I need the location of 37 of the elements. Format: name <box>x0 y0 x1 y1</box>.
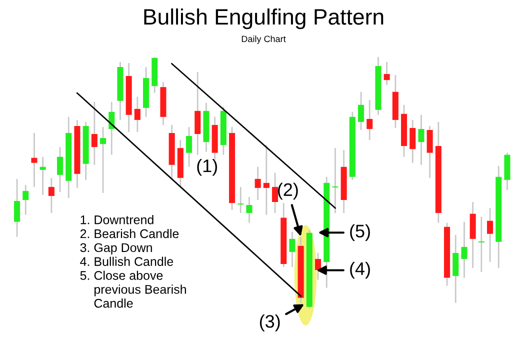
chart-title: Bullish Engulfing Pattern <box>144 8 384 30</box>
candlestick <box>57 146 64 193</box>
candlestick <box>194 71 201 156</box>
candlestick <box>410 119 416 164</box>
candlestick <box>461 221 468 278</box>
candlestick <box>246 196 252 224</box>
candlestick <box>487 207 494 263</box>
annotation: 1. Downtrend 2. Bearish Candle 3. Gap Down 4. Bullish Candle 5. Close above previous Bearish Candle <box>80 215 186 308</box>
candlestick <box>452 234 459 304</box>
candlestick <box>384 61 390 86</box>
candlestick <box>332 147 338 214</box>
candlestick <box>186 126 192 168</box>
candlestick <box>100 126 106 194</box>
annotation: (4) <box>350 262 370 279</box>
chart-subtitle: Daily Chart <box>242 35 286 44</box>
annotation: (5) <box>350 224 370 242</box>
candlestick <box>134 96 140 133</box>
candlestick <box>14 178 20 238</box>
candlestick <box>289 231 296 268</box>
candlestick <box>238 186 244 214</box>
annotation: (1) <box>197 158 217 176</box>
candlestick <box>91 101 98 166</box>
candlestick <box>40 156 46 196</box>
candlestick <box>478 216 484 273</box>
annotation: (2) <box>278 182 298 200</box>
candlestick <box>426 125 433 179</box>
candlestick <box>358 91 364 131</box>
candlestick <box>366 99 373 141</box>
candlestick <box>254 166 261 201</box>
candlestick <box>315 252 322 280</box>
candlestick <box>263 144 270 216</box>
candlestick <box>418 114 424 166</box>
candlestick <box>22 184 29 216</box>
candlestick <box>31 132 38 188</box>
text: (3) <box>260 314 280 332</box>
candlestick <box>272 172 278 214</box>
candlestick <box>48 177 54 214</box>
